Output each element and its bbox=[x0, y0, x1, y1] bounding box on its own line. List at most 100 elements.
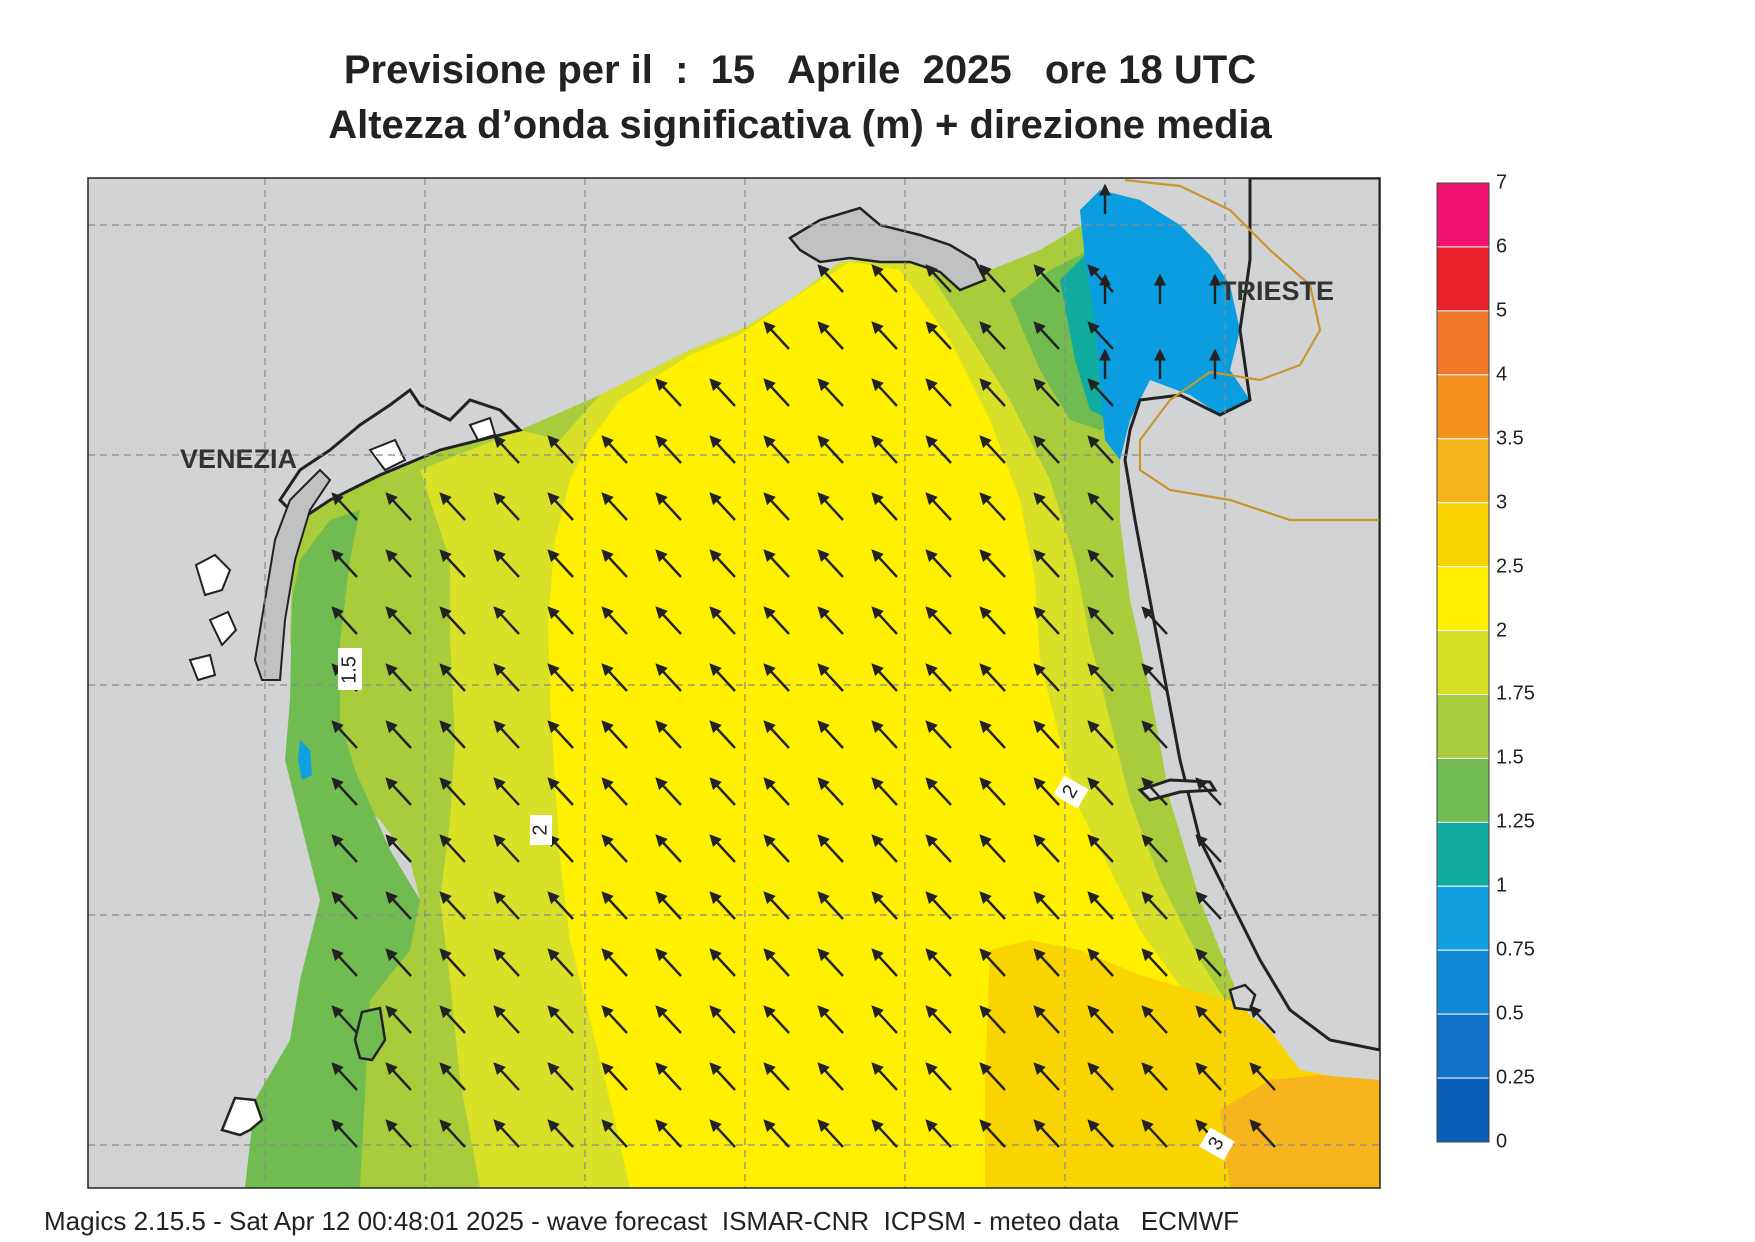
wave-arrow bbox=[763, 321, 790, 350]
colorbar-swatch bbox=[1436, 1077, 1490, 1143]
wave-arrow bbox=[925, 1119, 952, 1148]
land-sw-islet bbox=[353, 1006, 387, 1062]
wave-arrow bbox=[1087, 1119, 1114, 1148]
wave-arrow bbox=[493, 948, 520, 977]
svg-text:2: 2 bbox=[529, 824, 551, 835]
wave-arrow bbox=[925, 1062, 952, 1091]
wave-arrow bbox=[601, 720, 628, 749]
wave-arrow bbox=[1141, 948, 1168, 977]
wave-arrow bbox=[1141, 1119, 1168, 1148]
wave-arrow bbox=[1087, 321, 1114, 350]
wave-arrow bbox=[547, 777, 574, 806]
wave-arrow bbox=[1141, 834, 1168, 863]
wave-arrow bbox=[385, 606, 412, 635]
wave-arrow bbox=[817, 435, 844, 464]
wave-arrow bbox=[925, 948, 952, 977]
wave-arrow bbox=[871, 777, 898, 806]
wave-arrow bbox=[1033, 606, 1060, 635]
wave-arrow bbox=[331, 606, 358, 635]
wave-arrow bbox=[817, 834, 844, 863]
wave-arrow bbox=[925, 663, 952, 692]
wave-arrow bbox=[439, 663, 466, 692]
wave-arrow bbox=[979, 663, 1006, 692]
wave-arrow bbox=[493, 492, 520, 521]
wave-arrow bbox=[385, 1062, 412, 1091]
wave-arrow bbox=[709, 1005, 736, 1034]
wave-arrow bbox=[763, 492, 790, 521]
wave-arrow bbox=[601, 1005, 628, 1034]
forecast-title: Previsione per il : 15 Aprile 2025 ore 1… bbox=[343, 48, 1257, 92]
colorbar-swatch bbox=[1436, 630, 1490, 695]
wave-arrow bbox=[547, 891, 574, 920]
wave-arrow bbox=[1249, 1005, 1276, 1034]
wave-arrow bbox=[763, 549, 790, 578]
wave-arrow bbox=[979, 264, 1006, 293]
contour-label-3: 2 bbox=[1053, 775, 1089, 809]
wave-arrow bbox=[439, 720, 466, 749]
colorbar-level-label: 3.5 bbox=[1496, 427, 1524, 450]
wave-arrow bbox=[655, 435, 682, 464]
wave-arrow bbox=[979, 720, 1006, 749]
wave-arrow bbox=[1033, 663, 1060, 692]
wave-arrow bbox=[1141, 720, 1168, 749]
wave-arrow bbox=[709, 492, 736, 521]
wave-arrow bbox=[439, 1005, 466, 1034]
wave-arrow bbox=[1141, 663, 1168, 692]
colorbar-level-label: 4 bbox=[1496, 363, 1508, 386]
sea-zone-low-west bbox=[298, 740, 312, 780]
wave-arrow bbox=[925, 1005, 952, 1034]
wave-arrow bbox=[979, 1062, 1006, 1091]
wave-arrow bbox=[1033, 378, 1060, 407]
wave-arrow bbox=[979, 435, 1006, 464]
colorbar-frame bbox=[1436, 182, 1490, 1143]
wave-arrow bbox=[1033, 321, 1060, 350]
wave-arrow bbox=[1141, 891, 1168, 920]
colorbar-level-label: 1.75 bbox=[1496, 682, 1535, 705]
wave-arrow bbox=[763, 1062, 790, 1091]
wave-arrow bbox=[493, 777, 520, 806]
colorbar-swatch bbox=[1436, 821, 1490, 887]
wave-arrow bbox=[493, 549, 520, 578]
wave-arrow bbox=[979, 891, 1006, 920]
wave-arrow bbox=[925, 264, 952, 293]
wave-arrow bbox=[655, 663, 682, 692]
wave-arrow bbox=[763, 378, 790, 407]
wave-arrow bbox=[1195, 834, 1222, 863]
wave-arrow bbox=[709, 720, 736, 749]
wave-arrow bbox=[655, 891, 682, 920]
wave-arrow bbox=[979, 606, 1006, 635]
wave-arrow bbox=[817, 1119, 844, 1148]
wave-arrow bbox=[439, 1119, 466, 1148]
wave-arrow bbox=[655, 834, 682, 863]
wave-arrow bbox=[547, 720, 574, 749]
wave-arrow bbox=[493, 1119, 520, 1148]
wave-arrow bbox=[817, 549, 844, 578]
border-line bbox=[1124, 178, 1380, 522]
sea-zone-3 bbox=[1220, 1075, 1380, 1188]
wave-arrow bbox=[385, 948, 412, 977]
wave-arrow bbox=[1141, 606, 1168, 635]
wave-arrow bbox=[709, 435, 736, 464]
wave-arrow bbox=[547, 606, 574, 635]
wave-arrow bbox=[871, 435, 898, 464]
wave-arrow bbox=[385, 1005, 412, 1034]
sea-zone-1-25-west bbox=[245, 510, 420, 1188]
wave-arrow bbox=[979, 834, 1006, 863]
wave-arrow bbox=[439, 606, 466, 635]
wave-arrow bbox=[547, 1062, 574, 1091]
wave-arrow bbox=[601, 492, 628, 521]
colorbar bbox=[1436, 182, 1490, 1143]
wave-arrow bbox=[979, 549, 1006, 578]
wave-arrow bbox=[331, 834, 358, 863]
wave-arrow bbox=[871, 492, 898, 521]
colorbar-swatch bbox=[1436, 246, 1490, 312]
wave-arrow bbox=[817, 663, 844, 692]
wave-arrow bbox=[871, 321, 898, 350]
wave-arrow bbox=[439, 777, 466, 806]
wave-direction-arrows bbox=[331, 183, 1276, 1148]
land-small-island-se bbox=[1228, 983, 1257, 1012]
wave-arrow bbox=[925, 492, 952, 521]
wave-arrow bbox=[547, 492, 574, 521]
wave-arrow bbox=[1087, 834, 1114, 863]
